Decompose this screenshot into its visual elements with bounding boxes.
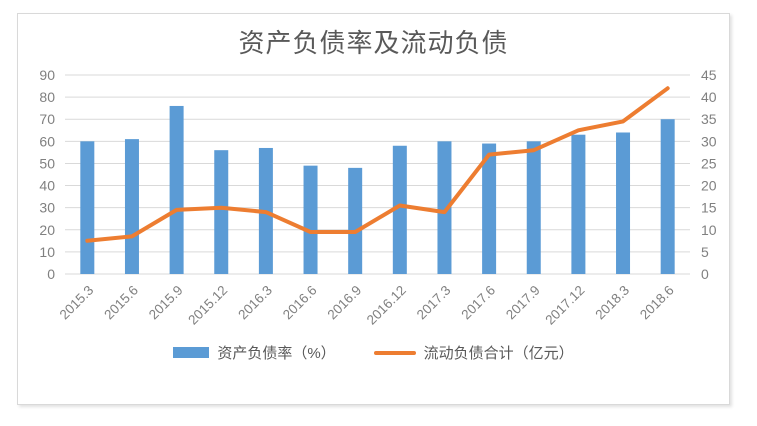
chart-canvas: 0 10 20 30 40 50 60 70 80 90 0 5 10 15 20 25 30 35 40 45 201… [39,67,717,328]
chart-legend: 资产负债率（%） 流动负债合计（亿元） [173,342,574,363]
right-axis-tick-label: 35 [701,111,717,127]
right-axis-tick-label: 45 [701,67,717,83]
bar [526,141,541,274]
x-axis-tick-label: 2015.3 [57,283,97,323]
bar [348,167,363,274]
left-axis-tick-label: 50 [39,155,55,171]
left-axis-tick-label: 20 [39,222,55,238]
x-axis-tick-label: 2015.9 [146,283,186,323]
legend-item-line-series: 流动负债合计（亿元） [373,342,574,363]
x-axis-tick-label: 2015.6 [101,283,141,323]
x-axis-tick-label: 2017.12 [542,283,587,328]
right-axis-tick-label: 0 [701,266,709,282]
bar [482,143,497,274]
legend-item-bar-series: 资产负债率（%） [173,342,336,363]
bar [80,141,95,274]
left-axis-tick-label: 90 [39,67,55,83]
x-axis-tick-label: 2016.9 [324,283,364,323]
bar [392,145,407,274]
right-axis-tick-label: 5 [701,244,709,260]
chart-card: 资产负债率及流动负债 0 10 20 30 40 50 60 70 80 90 0 5 10 15 20 25… [17,13,730,405]
x-axis-tick-label: 2016.6 [280,283,320,323]
bar [616,132,631,274]
x-axis-tick-label: 2016.12 [364,283,409,328]
x-axis-tick-label: 2017.9 [503,283,543,323]
left-axis-tick-label: 60 [39,133,55,149]
x-axis-tick-label: 2016.3 [235,283,275,323]
right-axis-tick-label: 40 [701,89,717,105]
right-axis-tick-label: 30 [701,133,717,149]
legend-label-line-series: 流动负债合计（亿元） [423,345,574,362]
bar-series-swatch-icon [173,347,210,358]
right-axis-tick-label: 25 [701,155,717,171]
left-axis-tick-label: 70 [39,111,55,127]
bar [437,141,452,274]
chart-title: 资产负债率及流动负债 [238,28,509,58]
left-axis-tick-label: 30 [39,200,55,216]
line-series [85,86,670,243]
x-axis-tick-label: 2017.6 [458,283,498,323]
bar [571,134,586,274]
x-axis-tick-label: 2017.3 [414,283,454,323]
bar [303,165,318,274]
bar [660,119,675,274]
bar [124,139,139,274]
bar [214,150,229,274]
right-axis-tick-label: 10 [701,222,717,238]
x-axis-tick-label: 2015.12 [185,283,230,328]
x-axis-tick-label: 2018.6 [637,283,677,323]
bar [169,105,184,274]
line-series-swatch-icon [373,350,416,355]
right-axis-tick-label: 15 [701,200,717,216]
left-axis-tick-label: 40 [39,178,55,194]
right-axis-tick-label: 20 [701,178,717,194]
x-axis-tick-label: 2018.3 [592,283,632,323]
legend-label-bar-series: 资产负债率（%） [217,345,336,362]
left-axis-tick-label: 10 [39,244,55,260]
left-axis-tick-label: 80 [39,89,55,105]
left-axis-tick-label: 0 [47,266,55,282]
